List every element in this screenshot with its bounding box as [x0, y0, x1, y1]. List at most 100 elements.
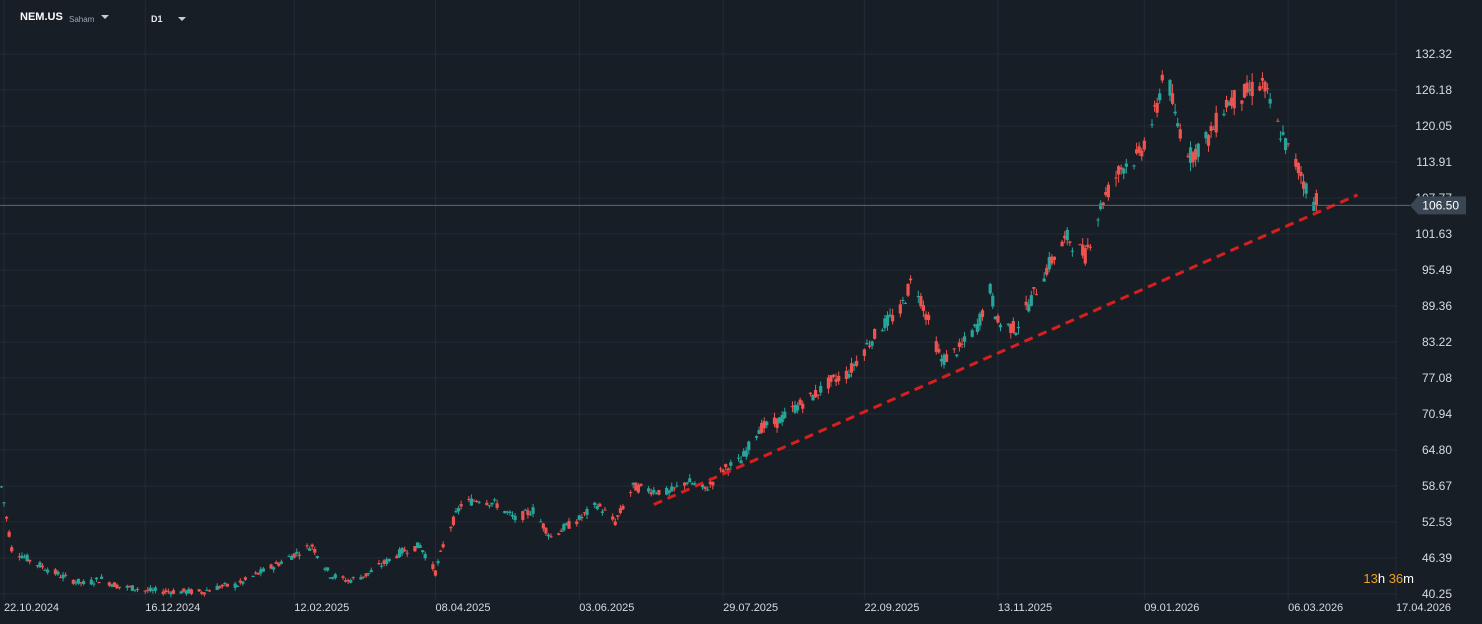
- candles: [0, 70, 1318, 598]
- candle: [952, 348, 956, 350]
- candle: [148, 587, 152, 592]
- candle: [1283, 138, 1288, 151]
- candle: [474, 500, 479, 502]
- candle: [1137, 146, 1141, 153]
- candle: [801, 403, 805, 409]
- candle: [682, 482, 687, 486]
- candle: [665, 487, 669, 495]
- candle: [71, 579, 75, 584]
- x-tick-label: 06.03.2026: [1288, 602, 1343, 614]
- symbol-dropdown-icon[interactable]: [101, 15, 109, 19]
- candle: [652, 489, 656, 493]
- timeframe-label[interactable]: D1: [151, 14, 163, 24]
- y-tick-label: 40.25: [1422, 587, 1452, 601]
- candle: [757, 430, 761, 434]
- candle: [323, 568, 327, 570]
- candle: [346, 579, 350, 582]
- candle: [837, 375, 841, 382]
- y-tick-label: 70.94: [1422, 407, 1452, 421]
- candle: [729, 462, 733, 466]
- candle: [847, 374, 851, 378]
- candle: [308, 548, 312, 551]
- chart-toolbar: NEM.US Saham D1: [0, 0, 600, 36]
- candle-countdown: 13h 36m: [1363, 571, 1414, 586]
- candle: [1011, 320, 1015, 333]
- candle: [580, 517, 584, 519]
- candle: [7, 531, 11, 537]
- candle: [421, 550, 425, 552]
- candle: [351, 577, 355, 579]
- candle: [1083, 248, 1087, 264]
- candle: [906, 283, 910, 296]
- candle: [1124, 163, 1128, 167]
- candle: [22, 556, 27, 558]
- candle: [1176, 123, 1180, 127]
- candle: [341, 576, 345, 578]
- candle: [43, 569, 47, 571]
- candle: [382, 560, 386, 564]
- candle: [1088, 246, 1092, 248]
- candle: [559, 530, 563, 532]
- candle: [688, 478, 692, 483]
- candle: [207, 590, 212, 592]
- symbol-label[interactable]: NEM.US: [20, 11, 63, 23]
- candle: [107, 582, 111, 586]
- candle: [957, 342, 961, 348]
- candle: [736, 457, 741, 459]
- candle: [277, 563, 281, 566]
- candle: [1224, 99, 1229, 108]
- candle: [56, 571, 60, 575]
- candle: [367, 572, 371, 574]
- trendline: [653, 193, 1359, 506]
- y-tick-label: 132.32: [1415, 47, 1452, 61]
- candle: [1122, 168, 1126, 174]
- candle: [326, 567, 330, 571]
- candle: [379, 565, 384, 567]
- timeframe-dropdown-icon[interactable]: [178, 17, 186, 21]
- candle: [472, 500, 476, 502]
- candle: [562, 524, 566, 531]
- candle: [295, 551, 299, 554]
- candle: [233, 583, 237, 588]
- candle: [1209, 126, 1213, 132]
- candle: [1042, 278, 1046, 282]
- candle: [926, 314, 931, 321]
- candle: [1101, 202, 1105, 206]
- candle: [467, 498, 471, 500]
- candle: [991, 295, 995, 307]
- candle: [598, 503, 602, 507]
- candle: [377, 563, 381, 565]
- candle: [259, 569, 263, 574]
- candle: [495, 503, 499, 508]
- candle: [1304, 183, 1308, 194]
- candle: [1312, 201, 1316, 211]
- candle: [739, 460, 743, 464]
- candle: [236, 585, 240, 587]
- candle: [485, 502, 489, 505]
- candle: [487, 505, 492, 507]
- candle: [544, 527, 548, 534]
- countdown-hours: 13: [1363, 571, 1378, 586]
- candle: [115, 584, 119, 589]
- candle: [1060, 241, 1064, 247]
- candle: [1152, 105, 1157, 107]
- candle: [364, 573, 368, 577]
- candle: [61, 574, 65, 579]
- candle: [1135, 149, 1139, 154]
- candle: [508, 511, 512, 514]
- candle: [862, 349, 866, 356]
- candle: [179, 591, 183, 594]
- candle: [611, 516, 615, 520]
- x-tick-label: 09.01.2026: [1144, 602, 1199, 614]
- candle: [241, 581, 245, 584]
- candle: [4, 516, 9, 519]
- candle: [937, 348, 941, 353]
- candle: [1117, 166, 1121, 175]
- candle: [980, 310, 985, 318]
- candle: [130, 585, 135, 591]
- y-tick-label: 46.39: [1422, 551, 1452, 565]
- candle: [998, 324, 1003, 328]
- candle: [908, 278, 913, 281]
- candle: [1204, 132, 1208, 139]
